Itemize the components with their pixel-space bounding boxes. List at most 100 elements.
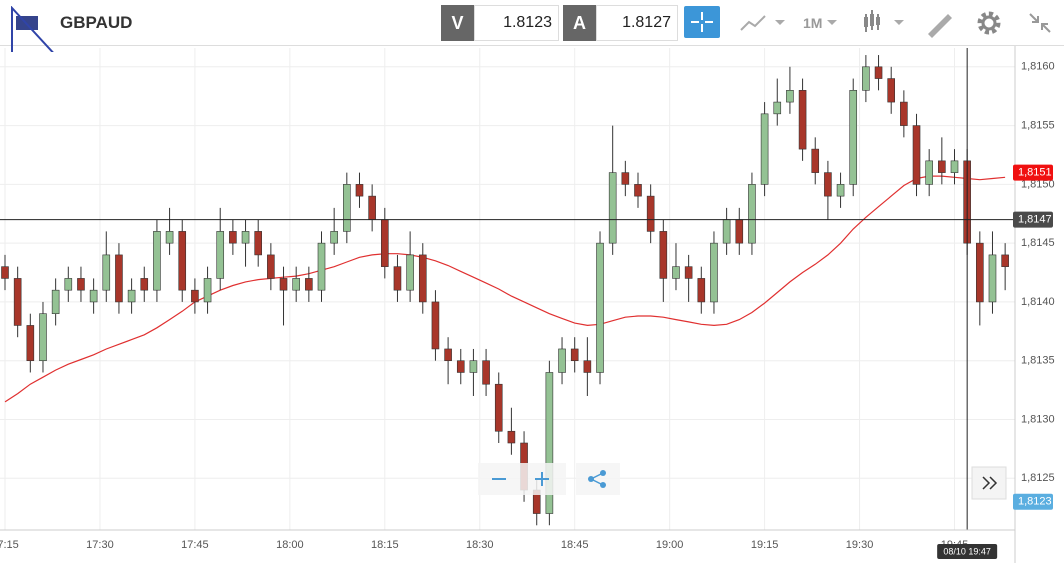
candle-body	[811, 148, 820, 173]
candle-body	[558, 348, 566, 373]
candle-body	[849, 90, 858, 185]
candle-body	[1, 266, 9, 279]
candle-body	[672, 266, 680, 279]
candle-body	[773, 101, 782, 115]
crosshair-price-label: 1,8147	[1018, 214, 1052, 226]
share[interactable]	[588, 470, 606, 488]
candle-body	[697, 278, 706, 303]
candle-body	[646, 195, 655, 232]
candle-body	[862, 66, 870, 91]
candle-body	[456, 360, 465, 373]
toolbar: GBPAUD V 1.8123 A 1.8127 1M	[0, 0, 1064, 52]
candle-body	[507, 430, 516, 444]
x-tick-label: 19:00	[656, 539, 684, 551]
candle-body	[77, 278, 85, 291]
crosshair-time-label: 08/10 19:47	[943, 546, 991, 556]
y-tick-label: 1,8150	[1021, 178, 1055, 190]
candle-body	[51, 289, 60, 314]
candle-body	[241, 231, 250, 244]
ask-label: A	[563, 5, 596, 41]
candle-body	[798, 90, 807, 150]
candle-body	[140, 278, 149, 291]
crosshair-price-label-bg	[1013, 211, 1053, 228]
candle-body	[343, 184, 351, 232]
x-tick-label: 17:30	[86, 539, 114, 551]
candle-body	[178, 231, 187, 291]
candle-body	[583, 360, 592, 373]
candle-body	[393, 266, 402, 291]
candle-body	[279, 278, 288, 291]
symbol: GBPAUD	[60, 13, 133, 32]
crosshair-button[interactable]	[684, 6, 720, 38]
candle-body	[900, 101, 908, 126]
last-price-label: 1,8123	[1018, 496, 1052, 508]
candle-body	[735, 219, 744, 244]
candle-body	[115, 254, 123, 303]
chart-type-button[interactable]	[735, 0, 795, 46]
candle-body	[976, 242, 984, 303]
share-box	[576, 463, 620, 495]
candle-body	[748, 184, 756, 244]
collapse-button[interactable]	[1020, 0, 1056, 46]
candle-body	[26, 325, 35, 362]
candle-body	[216, 231, 225, 279]
y-tick-label: 1,8155	[1021, 119, 1055, 131]
candle-body	[431, 301, 440, 350]
candle-body	[229, 231, 237, 244]
candle-body	[634, 184, 642, 197]
candle-body	[836, 184, 845, 197]
candle-body	[317, 242, 326, 291]
candle-body	[570, 348, 579, 362]
candle-body	[165, 231, 174, 244]
timeframe-arrow	[827, 20, 837, 25]
candle-body	[608, 172, 617, 244]
x-tick-label: 18:15	[371, 539, 399, 551]
candle-body	[254, 231, 262, 256]
zoom-in[interactable]	[535, 472, 549, 486]
candle-body	[1001, 254, 1009, 267]
y-tick-label: 1,8140	[1021, 296, 1055, 308]
candle-body	[330, 231, 338, 244]
crosshair-time-bg	[937, 544, 998, 559]
scroll-end-icon	[982, 476, 998, 490]
candle-body	[824, 172, 832, 197]
candles-button[interactable]	[860, 0, 910, 46]
candle-body	[444, 348, 452, 362]
settings-button[interactable]	[972, 0, 1008, 46]
x-tick-label: 18:30	[466, 539, 494, 551]
ma-price-label-bg	[1013, 164, 1053, 181]
candle-body	[988, 254, 997, 303]
symbol-icon	[11, 6, 54, 52]
candle-body	[418, 254, 427, 303]
candle-body	[938, 160, 946, 173]
candle-body	[267, 254, 275, 279]
y-tick-label: 1,8160	[1021, 61, 1055, 73]
candle-body	[406, 254, 414, 291]
candle-body	[203, 278, 212, 303]
price-axis-bg	[1015, 46, 1064, 530]
bid-price[interactable]: 1.8123	[474, 5, 559, 41]
candle-body	[596, 242, 604, 373]
candle-body	[912, 125, 921, 185]
candle-body	[380, 219, 389, 267]
x-tick-label: 17:15	[0, 539, 19, 551]
candle-body	[786, 90, 794, 103]
candle-body	[469, 360, 478, 373]
x-tick-label: 17:45	[181, 539, 209, 551]
draw-button[interactable]	[922, 0, 958, 46]
candle-body	[494, 383, 503, 432]
y-tick-label: 1,8135	[1021, 355, 1055, 367]
x-tick-label: 18:00	[276, 539, 304, 551]
y-tick-label: 1,8130	[1021, 413, 1055, 425]
timeframe[interactable]: 1M	[803, 15, 823, 31]
chart: 1,81251,81301,81351,81401,81451,81501,81…	[0, 46, 1064, 563]
ask-price[interactable]: 1.8127	[596, 5, 678, 41]
bid-label: V	[441, 5, 474, 41]
x-tick-label: 18:45	[561, 539, 589, 551]
last-price-label-bg	[1013, 493, 1053, 510]
candle-body	[710, 242, 718, 303]
y-tick-label: 1,8145	[1021, 237, 1055, 249]
candle-body	[482, 360, 490, 385]
x-tick-label: 19:15	[751, 539, 779, 551]
